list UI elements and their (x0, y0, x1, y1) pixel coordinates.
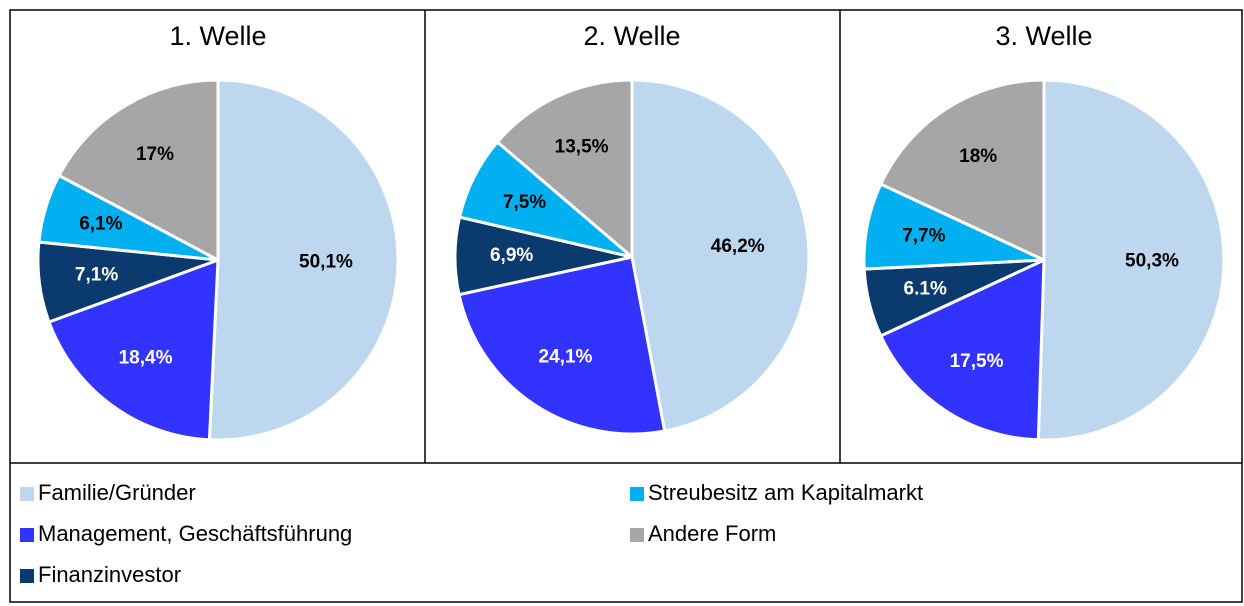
pie-slice (1036, 78, 1226, 442)
pie-slice (457, 255, 667, 436)
data-label: 7,1% (75, 264, 118, 285)
chart-title: 1. Welle (169, 21, 266, 51)
legend-label: Streubesitz am Kapitalmarkt (648, 480, 923, 505)
legend-swatch (20, 487, 34, 501)
data-label: 46,2% (711, 236, 765, 257)
legend-label: Finanzinvestor (38, 562, 181, 587)
pie-slice (630, 78, 811, 433)
data-label: 24,1% (539, 346, 593, 367)
pie-slice (47, 257, 220, 442)
data-label: 7,7% (902, 226, 945, 247)
legend-label: Familie/Gründer (38, 480, 196, 505)
legend-label: Management, Geschäftsführung (38, 521, 352, 546)
data-label: 6,9% (490, 245, 533, 266)
legend-swatch (630, 528, 644, 542)
legend-label: Andere Form (648, 521, 776, 546)
pie-slice (878, 78, 1046, 263)
legend-swatch (20, 569, 34, 583)
legend-swatch (20, 528, 34, 542)
pie-slice (207, 78, 400, 442)
data-label: 50,1% (299, 252, 353, 273)
data-label: 50,3% (1125, 251, 1179, 272)
data-label: 18% (959, 146, 997, 167)
data-label: 17% (136, 144, 174, 165)
data-label: 6,1% (79, 213, 122, 234)
data-label: 18,4% (119, 348, 173, 369)
chart-title: 3. Welle (995, 21, 1092, 51)
chart-title: 2. Welle (583, 21, 680, 51)
pie-slice (878, 257, 1046, 442)
pie-slice (57, 78, 220, 263)
data-label: 13,5% (555, 137, 609, 158)
legend-swatch (630, 487, 644, 501)
data-label: 6.1% (904, 278, 947, 299)
data-label: 17,5% (950, 351, 1004, 372)
data-label: 7,5% (503, 192, 546, 213)
pie-slice (495, 78, 634, 261)
